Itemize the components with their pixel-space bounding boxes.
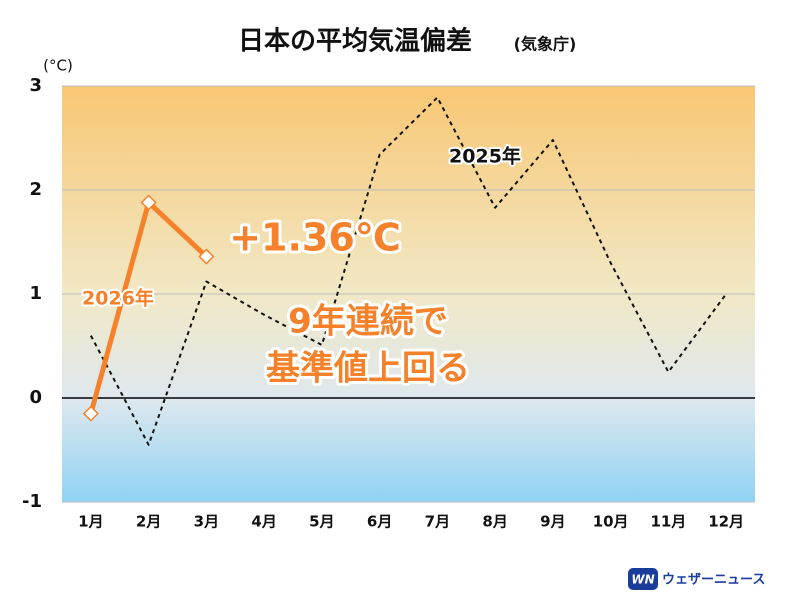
x-tick-label: 9月 [540,513,565,531]
y-axis-label: (°C) [43,57,73,75]
logo-mark: WN [631,573,654,587]
y-tick-label: -1 [22,491,42,512]
x-tick-label: 8月 [482,513,507,531]
x-tick-label: 3月 [194,513,219,531]
legend-label ann: 2026年 [82,287,154,310]
point [82,405,99,422]
y-tick-label: 0 [29,387,42,408]
annotation: 基準値上回る [266,349,470,389]
y-tick-label: 2 [29,179,42,200]
y-tick-label: 1 [29,283,42,304]
logo-badge [628,568,658,590]
chart-subtitle: (気象庁) [514,35,577,54]
x-tick-label: 2月 [136,513,161,531]
x-tick-label: 1月 [78,513,103,531]
x-tick-label: 12月 [708,513,744,531]
point [140,194,157,211]
x-tick-label: 5月 [309,513,334,531]
logo-text: ウェザーニュース [662,573,765,588]
x-tick-label: 11月 [650,513,686,531]
chart-title: 日本の平均気温偏差 [238,26,472,57]
y-tick-label: 3 [29,75,42,96]
legend-label ann: 2025年 [449,145,521,168]
annotation: 9年連続で [288,302,448,342]
logo: WN ウェザーニュース [628,568,765,590]
x-tick-label: 7月 [425,513,450,531]
x-tick-label: 6月 [367,513,392,531]
x-tick-label: 4月 [251,513,276,531]
series-line [89,96,727,446]
point [198,248,215,265]
x-tick-label: 10月 [593,513,629,531]
annotation: +1.36℃ [229,216,401,260]
